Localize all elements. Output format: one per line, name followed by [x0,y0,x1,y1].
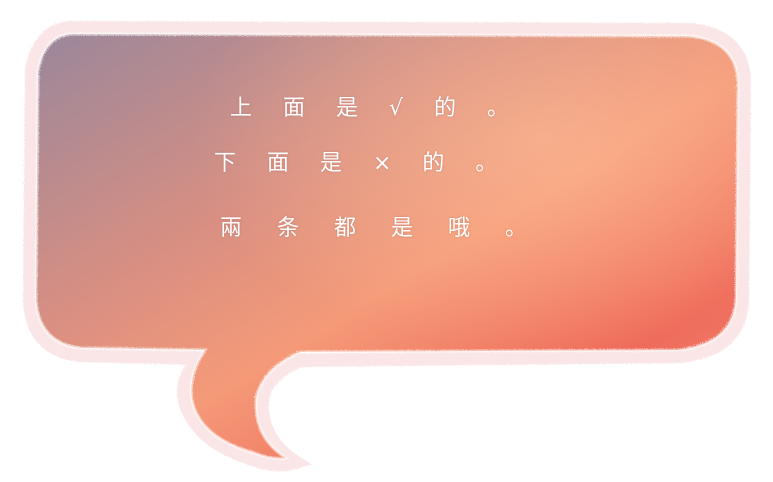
line-both: 兩 条 都 是 哦 。 [220,216,541,241]
line-cross: 下 面 是 × 的 。 [214,151,510,176]
line-check: 上 面 是 √ 的 。 [230,96,521,121]
bubble-outline [22,20,752,472]
